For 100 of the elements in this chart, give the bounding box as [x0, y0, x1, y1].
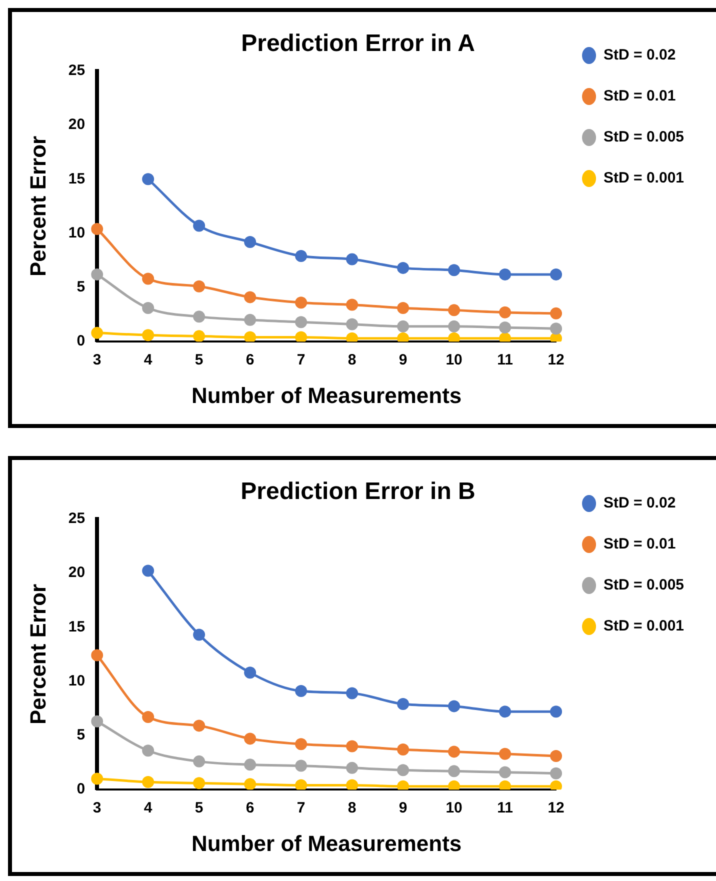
point — [397, 320, 410, 332]
point — [244, 778, 256, 790]
x-tick-label: 5 — [194, 800, 204, 817]
point — [142, 329, 154, 342]
point — [448, 746, 460, 758]
point — [499, 306, 512, 318]
point — [397, 764, 410, 776]
point — [91, 268, 104, 280]
point — [499, 766, 512, 778]
x-tick-label: 10 — [446, 800, 462, 817]
legend-label: StD = 0.005 — [604, 576, 684, 594]
point — [499, 706, 512, 718]
legend-label: StD = 0.01 — [604, 536, 676, 553]
point — [142, 173, 154, 186]
legend-label: StD = 0.001 — [604, 170, 684, 187]
point — [397, 302, 410, 314]
y-tick-label: 15 — [68, 618, 86, 636]
point — [244, 758, 256, 771]
y-tick-label: 5 — [76, 278, 86, 296]
y-tick-label: 10 — [68, 224, 86, 242]
x-tick-label: 3 — [92, 352, 102, 369]
y-tick-label: 20 — [68, 116, 86, 134]
point — [295, 738, 308, 750]
point — [193, 330, 206, 342]
point — [142, 564, 154, 577]
x-tick-label: 11 — [497, 352, 513, 369]
x-axis-title: Number of Measurements — [191, 382, 462, 408]
y-axis-title: Percent Error — [25, 583, 50, 725]
chart-title: Prediction Error in A — [241, 30, 475, 58]
point — [346, 253, 358, 266]
point — [346, 740, 358, 752]
point — [295, 779, 308, 790]
point — [550, 307, 562, 320]
point — [193, 720, 206, 732]
point — [295, 296, 308, 309]
y-tick-label: 25 — [68, 62, 86, 79]
point — [499, 322, 512, 334]
x-tick-label: 5 — [194, 352, 204, 369]
point — [193, 755, 206, 768]
x-tick-label: 10 — [446, 352, 462, 369]
point — [244, 732, 256, 745]
x-tick-label: 6 — [246, 800, 254, 817]
point — [397, 262, 410, 274]
y-tick-label: 10 — [68, 672, 86, 690]
point — [448, 700, 460, 712]
point — [550, 750, 562, 762]
legend-label: StD = 0.02 — [604, 46, 676, 64]
point — [244, 314, 256, 326]
x-tick-label: 12 — [548, 800, 564, 817]
point — [244, 331, 256, 342]
point — [91, 222, 104, 235]
y-tick-label: 0 — [76, 332, 86, 350]
y-tick-label: 20 — [68, 564, 86, 582]
point — [91, 649, 104, 662]
point — [91, 326, 104, 339]
point — [295, 685, 308, 698]
x-tick-label: 4 — [144, 352, 153, 369]
point — [397, 744, 410, 756]
x-tick-label: 8 — [348, 352, 356, 369]
chart-title: Prediction Error in B — [240, 478, 476, 506]
x-tick-label: 3 — [92, 800, 102, 817]
point — [193, 628, 206, 641]
x-axis-title: Number of Measurements — [191, 830, 462, 856]
y-tick-label: 15 — [68, 170, 86, 188]
point — [142, 776, 154, 788]
y-tick-label: 0 — [76, 780, 86, 798]
legend-label: StD = 0.005 — [604, 128, 684, 146]
point — [448, 320, 460, 332]
point — [397, 698, 410, 710]
point — [244, 291, 256, 304]
x-tick-label: 7 — [296, 800, 306, 817]
point — [499, 748, 512, 760]
point — [244, 236, 256, 248]
y-tick-label: 25 — [68, 510, 86, 527]
y-axis-title: Percent Error — [25, 135, 50, 277]
point — [91, 772, 104, 785]
x-tick-label: 6 — [246, 352, 254, 369]
point — [193, 220, 206, 232]
point — [295, 316, 308, 328]
point — [142, 744, 154, 757]
point — [193, 280, 206, 292]
point — [550, 706, 562, 718]
point — [193, 777, 206, 790]
point — [346, 779, 358, 790]
point — [346, 762, 358, 774]
legend-label: StD = 0.02 — [604, 494, 676, 512]
point — [295, 331, 308, 342]
x-tick-label: 7 — [296, 352, 306, 369]
point — [346, 687, 358, 700]
point — [448, 765, 460, 778]
x-tick-label: 11 — [497, 800, 513, 817]
x-tick-label: 4 — [144, 800, 153, 817]
point — [142, 272, 154, 285]
point — [193, 310, 206, 323]
x-tick-label: 12 — [548, 352, 564, 369]
point — [550, 268, 562, 280]
point — [346, 318, 358, 330]
point — [244, 666, 256, 679]
point — [550, 767, 562, 780]
point — [295, 760, 308, 772]
